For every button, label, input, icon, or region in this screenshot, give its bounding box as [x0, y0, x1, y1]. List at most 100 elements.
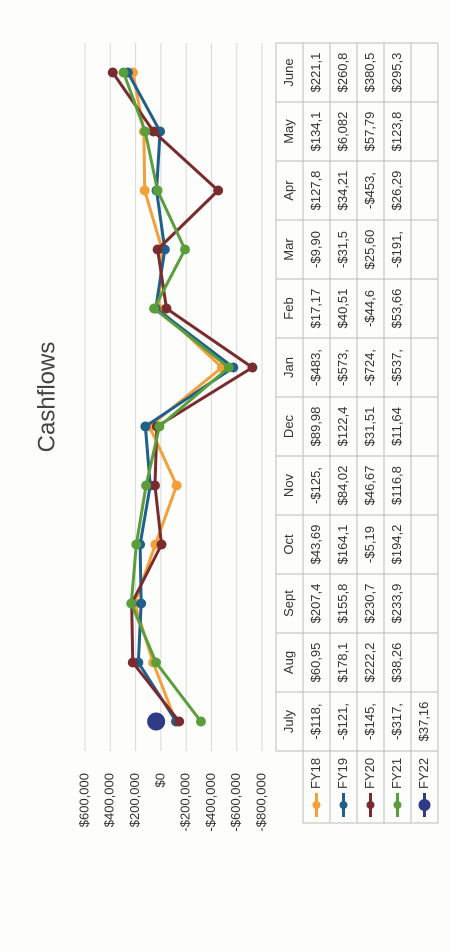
y-tick-label: -$600,000	[228, 773, 243, 832]
x-tick-label: May	[281, 119, 296, 144]
y-tick-label: $400,000	[102, 773, 117, 827]
value-label: $164,1	[335, 525, 350, 565]
y-tick-label: $200,000	[127, 773, 142, 827]
value-label: $233,9	[389, 584, 404, 624]
value-label: $222,2	[362, 643, 377, 683]
x-tick-label: Feb	[281, 297, 296, 319]
point	[152, 185, 163, 196]
value-label: -$724,	[362, 349, 377, 386]
point	[140, 126, 151, 137]
x-tick-label: Dec	[281, 414, 296, 438]
series-line	[131, 72, 224, 723]
value-label: $116,8	[389, 466, 404, 505]
value-label: $295,3	[389, 53, 404, 93]
point	[118, 67, 129, 78]
value-label: $38,26	[389, 643, 404, 683]
point	[154, 421, 165, 432]
value-label: $26,29	[389, 171, 404, 211]
point	[180, 244, 191, 255]
legend-label: FY19	[335, 758, 350, 789]
value-label: $260,8	[335, 53, 350, 93]
legend-marker	[393, 801, 402, 809]
value-label: -$121,	[335, 703, 350, 740]
value-label: -$125,	[308, 467, 323, 504]
value-label: $46,67	[362, 466, 377, 506]
value-label: $37,16	[416, 702, 431, 742]
series-line	[111, 71, 254, 723]
value-label: $221,1	[308, 53, 323, 93]
value-label: -$5,19	[362, 526, 377, 563]
point	[156, 539, 167, 550]
point	[171, 480, 182, 491]
x-tick-label: Aug	[281, 651, 296, 674]
value-label: $60,95	[308, 643, 323, 683]
value-label: $84,02	[335, 466, 350, 506]
x-tick-label: Nov	[281, 473, 296, 497]
value-label: -$31,5	[335, 231, 350, 268]
value-label: $57,79	[362, 112, 377, 152]
value-label: $89,98	[308, 407, 323, 447]
point	[161, 303, 172, 314]
value-label: $380,5	[362, 53, 377, 93]
value-label: $134,1	[308, 112, 323, 152]
legend-label: FY20	[362, 758, 377, 789]
value-label: -$453,	[362, 172, 377, 209]
point	[126, 598, 137, 609]
x-tick-label: Sept	[281, 590, 296, 617]
value-label: $6,082	[335, 112, 350, 152]
value-label: -$9,90	[308, 231, 323, 268]
value-label: -$483,	[308, 349, 323, 386]
chart-title: Cashflows	[33, 342, 60, 453]
value-label: -$118,	[308, 704, 323, 740]
point	[147, 712, 166, 731]
legend-label: FY18	[308, 758, 323, 789]
value-label: $34,21	[335, 171, 350, 211]
point	[195, 716, 206, 727]
point	[136, 598, 147, 609]
x-tick-label: Mar	[281, 238, 296, 261]
series-line	[122, 71, 231, 723]
value-label: -$537,	[389, 349, 404, 386]
point	[247, 362, 258, 373]
point	[151, 657, 162, 668]
point	[107, 67, 118, 78]
y-tick-label: -$800,000	[253, 773, 268, 832]
x-tick-label: July	[281, 709, 296, 733]
point	[159, 244, 170, 255]
value-label: $11,64	[389, 407, 404, 446]
legend-label: FY21	[389, 758, 404, 789]
x-tick-label: Apr	[281, 180, 296, 201]
point	[141, 480, 152, 491]
point	[149, 480, 160, 491]
value-label: $43,69	[308, 525, 323, 565]
value-label: $230,7	[362, 584, 377, 624]
x-tick-label: Jan	[281, 357, 296, 378]
point	[223, 362, 234, 373]
value-label: $207,4	[308, 584, 323, 624]
value-label: -$145,	[362, 703, 377, 740]
value-label: $178,1	[335, 643, 350, 683]
value-label: $53,66	[389, 289, 404, 329]
legend-marker	[418, 799, 431, 811]
y-tick-label: $0	[152, 773, 167, 787]
y-tick-label: $600,000	[76, 773, 91, 827]
value-label: $194,2	[389, 525, 404, 565]
value-label: $155,8	[335, 584, 350, 624]
legend-marker	[339, 801, 348, 809]
value-label: $31,51	[362, 407, 377, 447]
point	[152, 244, 163, 255]
legend-marker	[312, 801, 321, 809]
value-label: -$317,	[389, 703, 404, 740]
value-label: -$191,	[389, 231, 404, 268]
value-label: -$44,6	[362, 290, 377, 327]
value-label: -$573,	[335, 349, 350, 386]
value-label: $122,4	[335, 407, 350, 447]
y-tick-label: -$200,000	[178, 773, 193, 832]
value-label: $40,51	[335, 289, 350, 329]
value-label: $17,17	[308, 289, 323, 329]
point	[140, 421, 151, 432]
point	[174, 716, 185, 727]
x-tick-label: Oct	[281, 534, 296, 555]
